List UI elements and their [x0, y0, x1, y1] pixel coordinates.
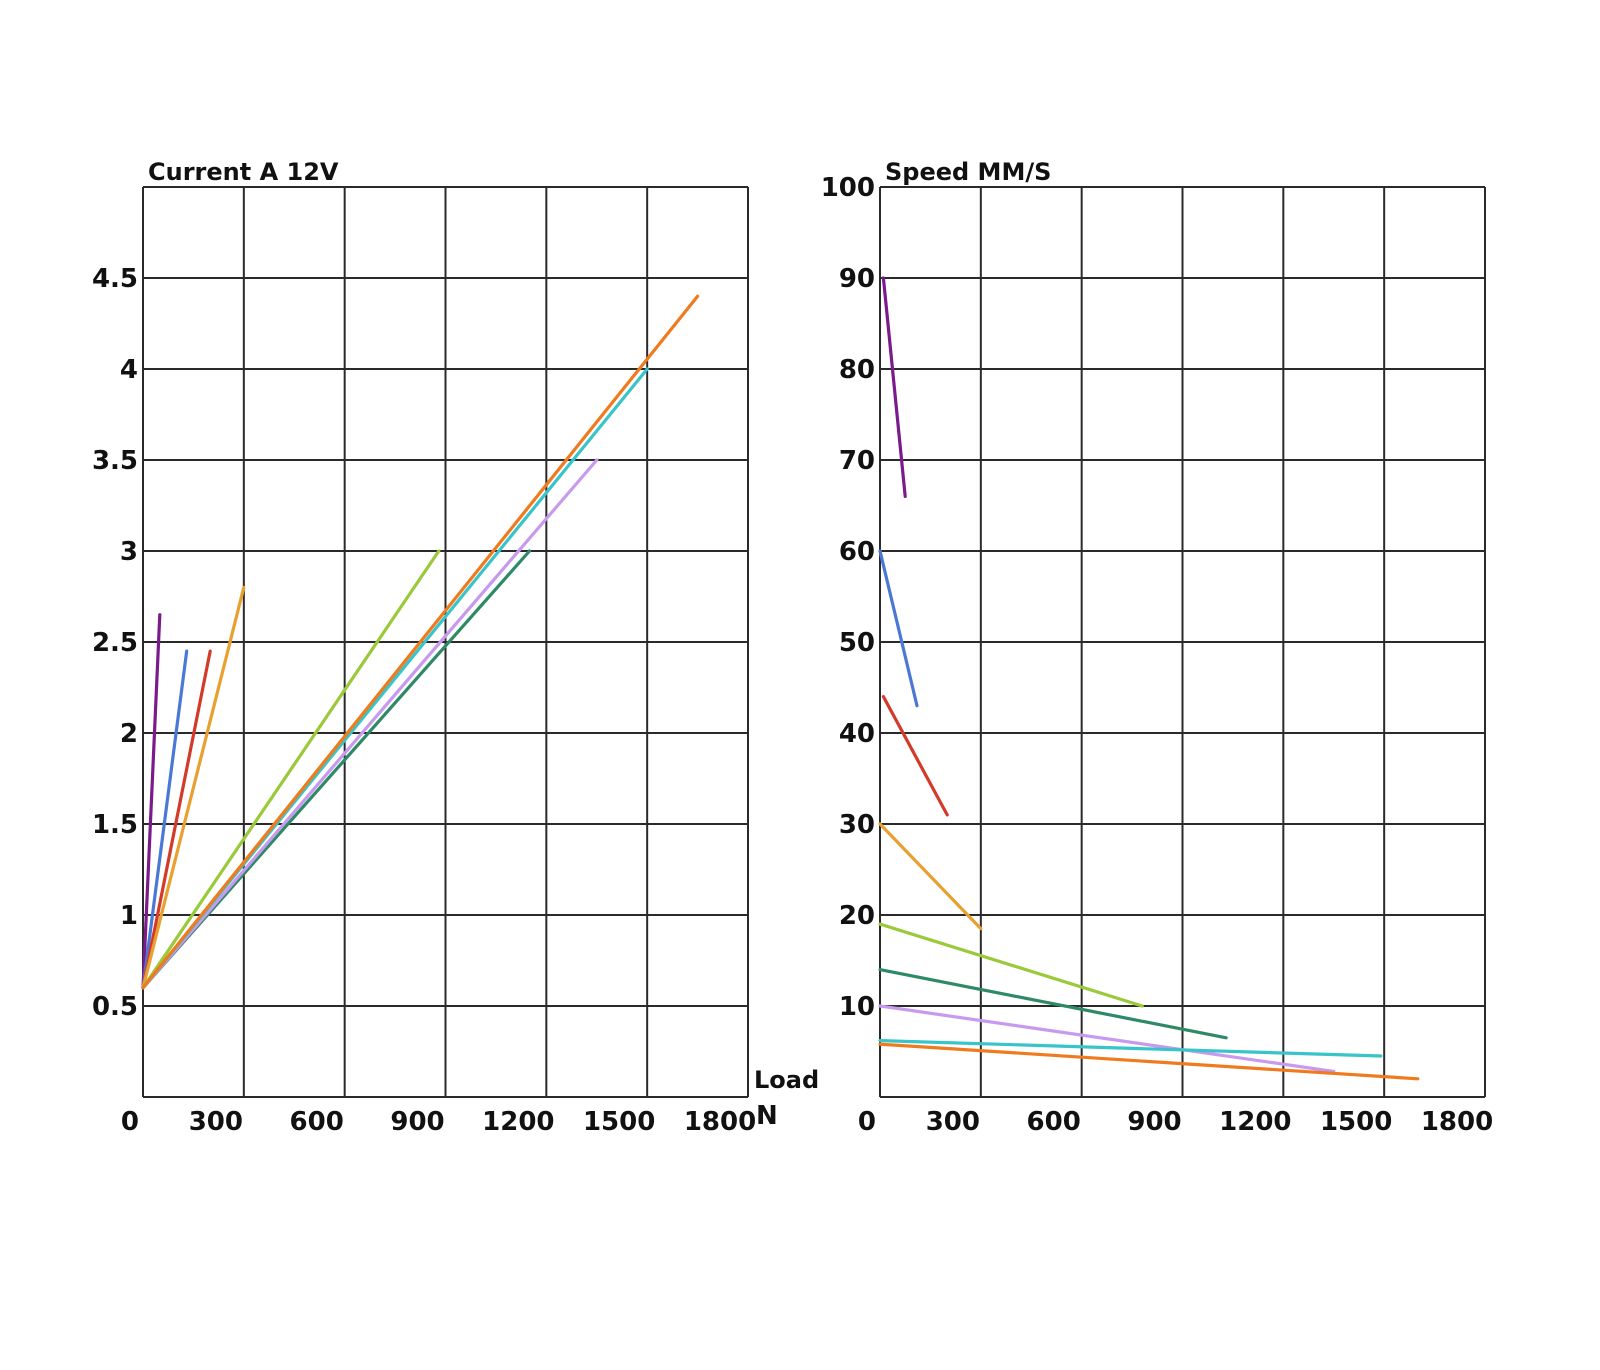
current-series-line-3 [141, 649, 212, 990]
current-y-tick-label: 4.5 [92, 264, 138, 294]
current-chart-x-ticks: 0 300 600 900 1200 1500 1800 [121, 1107, 756, 1137]
current-series-line-7 [141, 458, 599, 990]
speed-y-tick-label: 80 [839, 355, 875, 385]
current-chart: Current A 12V 0.5 1 1.5 2 2.5 3 3.5 4 4.5 0 300 60… [92, 158, 819, 1137]
speed-chart-y-ticks: 10 20 30 40 50 60 70 80 90 100 [821, 173, 875, 1022]
speed-series-line-3 [881, 694, 949, 817]
speed-chart: Speed MM/S 10 20 30 40 50 60 70 80 90 100 0 300 600… [821, 158, 1493, 1137]
speed-x-tick-label: 1200 [1219, 1107, 1291, 1137]
speed-series-line-6 [878, 967, 1228, 1040]
speed-series-line-5 [878, 922, 1144, 1008]
current-y-tick-label: 2.5 [92, 628, 138, 658]
speed-x-tick-label: 1500 [1320, 1107, 1392, 1137]
speed-y-tick-label: 60 [839, 537, 875, 567]
speed-x-tick-label: 0 [858, 1107, 876, 1137]
speed-chart-series [878, 276, 1420, 1081]
current-y-tick-label: 0.5 [92, 992, 138, 1022]
current-series-line-1 [141, 613, 162, 990]
current-x-tick-label: 1500 [583, 1107, 655, 1137]
current-y-tick-label: 3.5 [92, 446, 138, 476]
speed-y-tick-label: 70 [839, 446, 875, 476]
current-x-tick-label: 600 [290, 1107, 344, 1137]
load-axis-label: Load [754, 1066, 819, 1094]
speed-chart-grid [879, 186, 1486, 1098]
speed-series-line-8 [878, 1038, 1383, 1058]
speed-chart-x-ticks: 0 300 600 900 1200 1500 1800 [858, 1107, 1493, 1137]
speed-y-tick-label: 90 [839, 264, 875, 294]
current-x-tick-label: 1800 [684, 1107, 756, 1137]
speed-series-line-9 [878, 1042, 1420, 1081]
current-x-tick-label: 0 [121, 1107, 139, 1137]
current-series-line-2 [141, 649, 189, 990]
current-series-line-5 [141, 549, 441, 990]
speed-y-tick-label: 10 [839, 992, 875, 1022]
current-chart-title: Current A 12V [148, 158, 339, 186]
current-y-tick-label: 4 [120, 355, 138, 385]
speed-x-tick-label: 600 [1027, 1107, 1081, 1137]
speed-series-line-1 [881, 276, 907, 498]
current-x-tick-label: 300 [189, 1107, 243, 1137]
current-series-line-9 [141, 294, 700, 990]
speed-y-tick-label: 30 [839, 810, 875, 840]
current-x-tick-label: 900 [390, 1107, 444, 1137]
speed-series-line-7 [878, 1004, 1336, 1074]
current-chart-grid [142, 186, 749, 1098]
speed-y-tick-label: 50 [839, 628, 875, 658]
speed-series-line-4 [878, 822, 983, 931]
current-y-tick-label: 1 [120, 901, 138, 931]
speed-series-line-2 [878, 549, 919, 708]
current-x-tick-label: 1200 [482, 1107, 554, 1137]
current-y-tick-label: 3 [120, 537, 138, 567]
current-chart-series [141, 294, 700, 990]
speed-x-tick-label: 1800 [1421, 1107, 1493, 1137]
current-y-tick-label: 2 [120, 719, 138, 749]
current-series-line-4 [141, 585, 246, 990]
x-unit-label: N [756, 1101, 778, 1131]
current-chart-y-ticks: 0.5 1 1.5 2 2.5 3 3.5 4 4.5 [92, 264, 138, 1022]
speed-y-tick-label: 100 [821, 173, 875, 203]
speed-chart-title: Speed MM/S [885, 158, 1051, 186]
speed-y-tick-label: 20 [839, 901, 875, 931]
speed-y-tick-label: 40 [839, 719, 875, 749]
speed-x-tick-label: 300 [926, 1107, 980, 1137]
current-y-tick-label: 1.5 [92, 810, 138, 840]
speed-x-tick-label: 900 [1127, 1107, 1181, 1137]
